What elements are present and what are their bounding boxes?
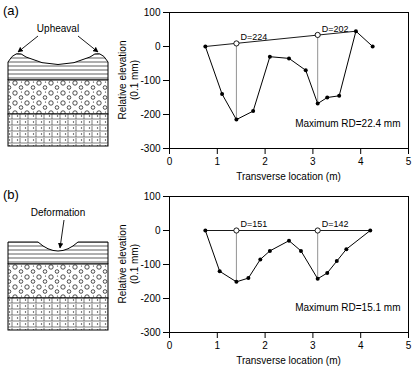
svg-text:Relative elevation(0.1 mm): Relative elevation(0.1 mm) bbox=[117, 225, 140, 304]
svg-text:Relative elevation(0.1 mm): Relative elevation(0.1 mm) bbox=[117, 41, 140, 120]
svg-text:Deformation: Deformation bbox=[31, 207, 85, 218]
svg-text:Maximum RD=15.1 mm: Maximum RD=15.1 mm bbox=[295, 302, 400, 313]
svg-text:Upheaval: Upheaval bbox=[37, 23, 79, 34]
svg-text:3: 3 bbox=[310, 340, 316, 351]
svg-text:1: 1 bbox=[215, 156, 221, 167]
svg-text:-200: -200 bbox=[140, 293, 160, 304]
svg-text:(b): (b) bbox=[3, 187, 19, 202]
svg-text:4: 4 bbox=[358, 156, 364, 167]
svg-text:-100: -100 bbox=[140, 259, 160, 270]
svg-text:Transverse location (m): Transverse location (m) bbox=[236, 355, 341, 366]
svg-text:-200: -200 bbox=[140, 109, 160, 120]
svg-text:Maximum RD=22.4 mm: Maximum RD=22.4 mm bbox=[295, 118, 400, 129]
svg-text:1: 1 bbox=[215, 340, 221, 351]
svg-text:5: 5 bbox=[406, 340, 412, 351]
svg-text:0: 0 bbox=[155, 225, 161, 236]
svg-text:D=142: D=142 bbox=[322, 219, 349, 229]
svg-text:3: 3 bbox=[310, 156, 316, 167]
svg-text:Transverse location (m): Transverse location (m) bbox=[236, 171, 341, 182]
svg-text:100: 100 bbox=[144, 7, 161, 18]
svg-text:2: 2 bbox=[262, 340, 268, 351]
svg-text:D=202: D=202 bbox=[322, 24, 349, 34]
svg-text:-300: -300 bbox=[140, 327, 160, 338]
svg-text:-300: -300 bbox=[140, 143, 160, 154]
svg-text:5: 5 bbox=[406, 156, 412, 167]
svg-text:D=151: D=151 bbox=[240, 219, 267, 229]
svg-text:(a): (a) bbox=[3, 3, 19, 18]
svg-text:4: 4 bbox=[358, 340, 364, 351]
svg-text:D=224: D=224 bbox=[240, 32, 267, 42]
svg-text:0: 0 bbox=[167, 340, 173, 351]
svg-text:0: 0 bbox=[167, 156, 173, 167]
svg-text:-100: -100 bbox=[140, 75, 160, 86]
svg-text:0: 0 bbox=[155, 41, 161, 52]
svg-text:2: 2 bbox=[262, 156, 268, 167]
svg-text:100: 100 bbox=[144, 191, 161, 202]
